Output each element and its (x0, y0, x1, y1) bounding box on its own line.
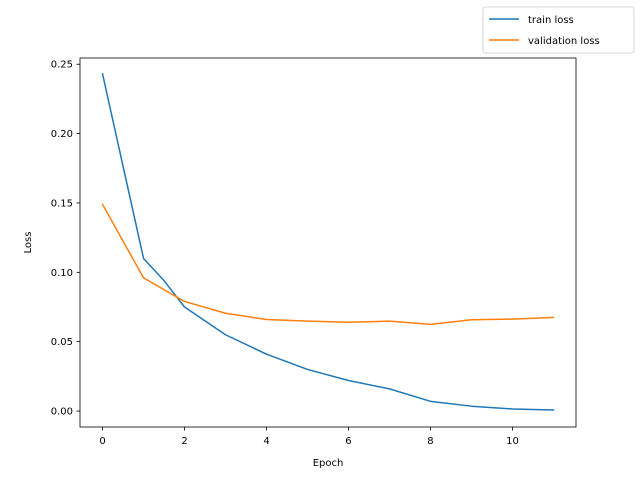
x-axis-label: Epoch (313, 458, 344, 469)
y-tick-label: 0.00 (51, 407, 73, 418)
series-line-train-loss (101, 73, 555, 411)
x-tick-label: 4 (263, 436, 269, 447)
series-line-validation-loss (101, 203, 555, 326)
legend-box (482, 6, 635, 54)
x-axis-ticks: 0 2 4 6 8 10 (99, 427, 519, 447)
y-tick-label: 0.10 (51, 268, 73, 279)
y-tick-label: 0.20 (51, 129, 73, 140)
x-tick-label: 10 (506, 436, 519, 447)
x-tick-label: 6 (345, 436, 351, 447)
axes-frame (79, 57, 577, 428)
y-tick-label: 0.05 (51, 337, 73, 348)
x-tick-label: 2 (181, 436, 187, 447)
legend: train loss validation loss (482, 6, 635, 54)
x-tick-label: 8 (427, 436, 433, 447)
x-tick-label: 0 (99, 436, 105, 447)
y-tick-label: 0.15 (51, 198, 73, 209)
legend-entry-label: validation loss (528, 36, 600, 47)
y-tick-label: 0.25 (51, 60, 73, 71)
y-axis-label: Loss (23, 232, 34, 254)
y-axis-ticks: 0.00 0.05 0.10 0.15 0.20 0.25 (51, 60, 80, 418)
series-lines (101, 73, 555, 411)
legend-entry-label: train loss (528, 15, 574, 26)
